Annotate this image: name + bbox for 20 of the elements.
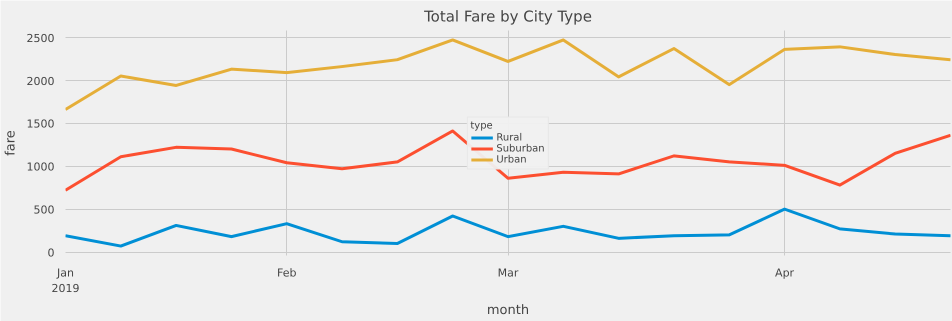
x-tick-label: Feb (277, 266, 297, 280)
legend-label: Urban (496, 154, 527, 165)
y-tick-label: 2000 (26, 74, 55, 88)
chart-title: Total Fare by City Type (423, 8, 592, 26)
y-tick-label: 1500 (26, 118, 55, 131)
x-axis-title: month (486, 303, 530, 318)
x-tick-label: Apr (775, 266, 795, 280)
y-tick-label: 0 (48, 246, 54, 260)
y-tick-label: 500 (34, 204, 55, 217)
line-series (66, 129, 950, 192)
x-tick-label: Mar (498, 266, 519, 280)
y-tick-label: 1000 (26, 160, 55, 174)
y-axis-title: fare (4, 130, 19, 156)
legend-label: Suburban (496, 143, 545, 154)
y-tick-label: 2500 (26, 32, 55, 45)
legend-label: Rural (496, 132, 522, 143)
x-tick-label: Jan 2019 (52, 266, 80, 296)
line-series (66, 38, 950, 112)
line-series (66, 208, 950, 248)
legend-title: type (470, 120, 494, 131)
